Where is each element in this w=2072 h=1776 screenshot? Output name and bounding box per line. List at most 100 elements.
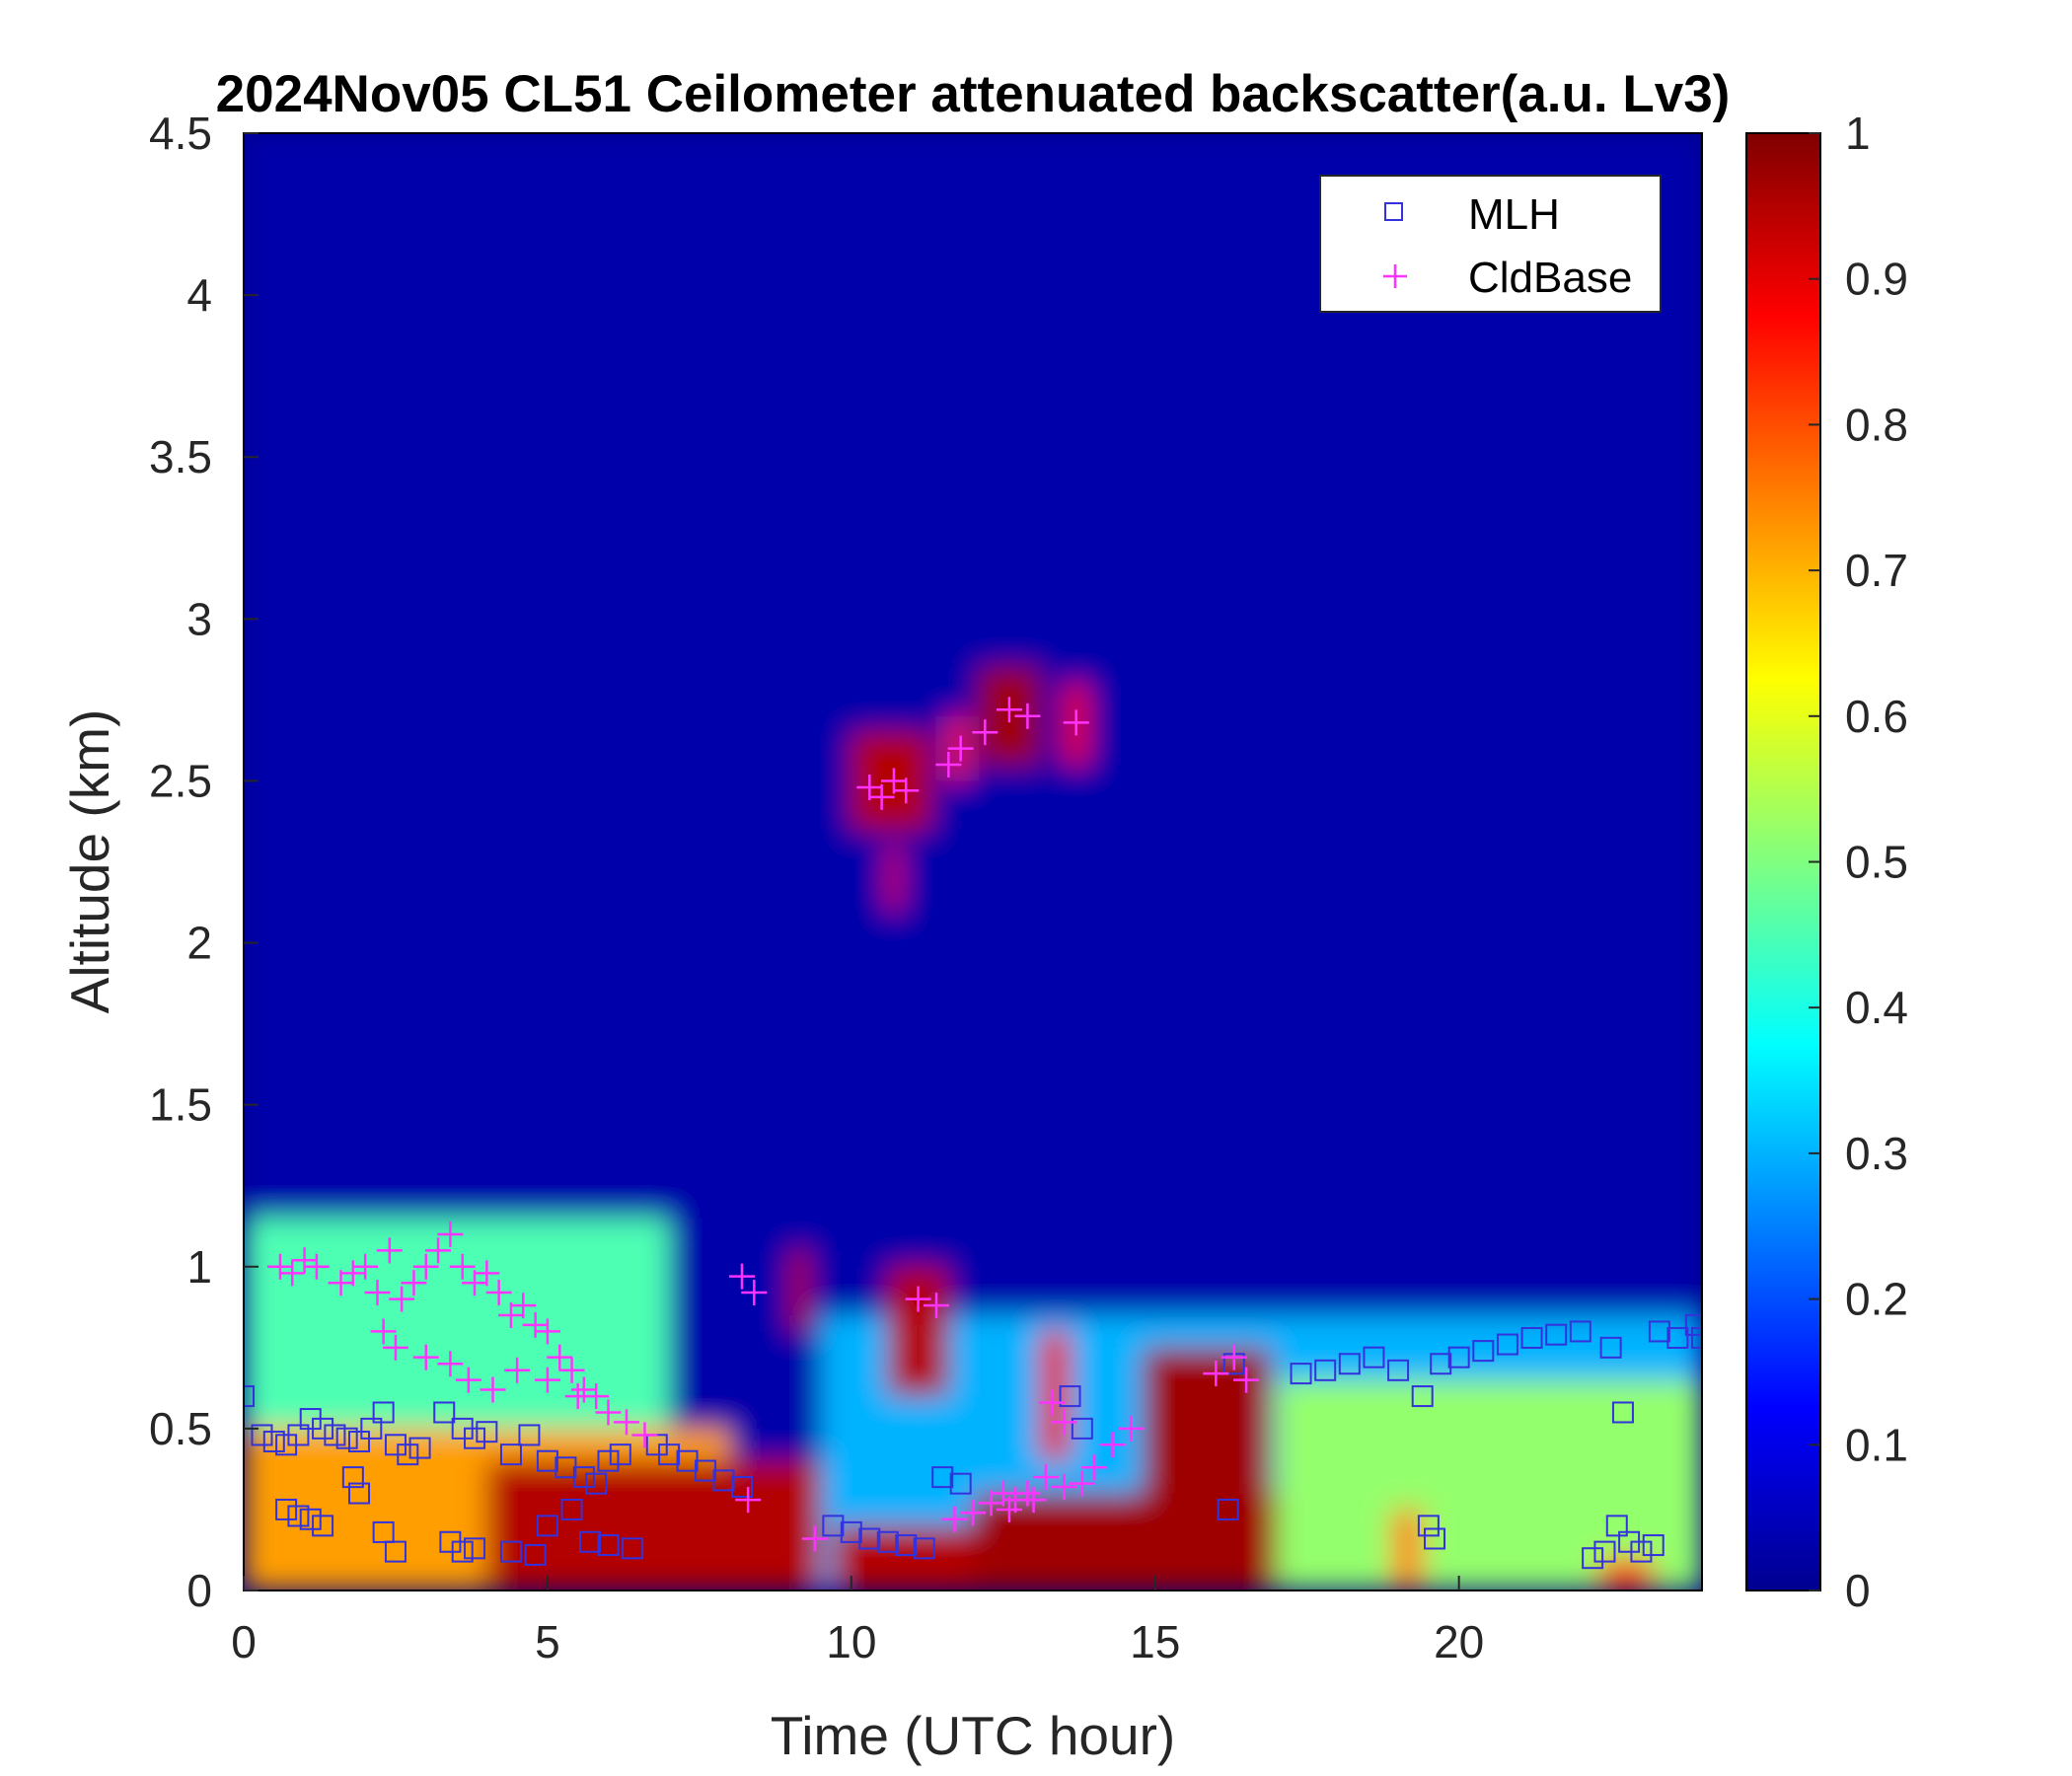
backscatter-heatmap (244, 133, 1702, 1591)
mlh-point (499, 1443, 522, 1466)
cldbase-point (741, 1280, 768, 1306)
mlh-point (397, 1443, 419, 1466)
mlh-point (1611, 1401, 1634, 1424)
cldbase-point (291, 1247, 318, 1274)
cldbase-point (1081, 1454, 1108, 1481)
mlh-point (464, 1537, 486, 1560)
cldbase-point (558, 1357, 585, 1383)
mlh-point (408, 1437, 431, 1459)
cldbase-point (570, 1376, 597, 1403)
legend-cldbase-marker (1383, 264, 1407, 288)
mlh-point (1666, 1326, 1689, 1349)
y-tick-label: 2 (186, 918, 212, 969)
mlh-point (464, 1427, 486, 1449)
cldbase-point (1233, 1367, 1260, 1393)
mlh-point (1496, 1333, 1518, 1356)
mlh-point (1472, 1340, 1495, 1363)
mlh-point (536, 1515, 558, 1537)
mlh-point (1430, 1353, 1452, 1375)
cldbase-point (960, 1500, 986, 1526)
y-tick-label: 3 (186, 593, 212, 644)
cldbase-point (996, 1496, 1022, 1522)
mlh-point (822, 1515, 845, 1537)
heatmap-region (790, 1250, 809, 1332)
mlh-point (895, 1534, 918, 1557)
mlh-point (287, 1505, 310, 1527)
mlh-point (1582, 1547, 1604, 1570)
mlh-point (287, 1424, 310, 1446)
cldbase-point (947, 735, 974, 762)
cldbase-markers (266, 697, 1260, 1552)
heatmap-region (486, 1460, 822, 1591)
mlh-point (384, 1540, 407, 1563)
cldbase-point (401, 1270, 427, 1296)
legend-box (1319, 175, 1662, 313)
plot-frame (243, 132, 1703, 1591)
cldbase-point (534, 1367, 560, 1393)
mlh-point (1338, 1353, 1361, 1375)
x-tick-label: 15 (1130, 1616, 1180, 1667)
mlh-point (1691, 1326, 1702, 1349)
colorbar-tick-label: 0 (1845, 1565, 1871, 1616)
cldbase-point (547, 1344, 573, 1370)
mlh-point (1545, 1323, 1568, 1346)
cldbase-point (1039, 1389, 1066, 1416)
cldbase-point (868, 783, 895, 810)
x-tick-label: 10 (826, 1616, 876, 1667)
cldbase-point (534, 1318, 560, 1345)
cldbase-point (1063, 709, 1089, 736)
colorbar-tick-label: 0.4 (1845, 982, 1908, 1033)
legend: MLH CldBase (1319, 175, 1662, 313)
colorbar-tick-label: 0.1 (1845, 1419, 1908, 1470)
heatmap-region (1391, 1509, 1423, 1591)
mlh-point (609, 1443, 631, 1466)
mlh-point (518, 1424, 541, 1446)
heatmap-region (887, 846, 901, 911)
cldbase-point (455, 1367, 481, 1393)
colorbar-tick-label: 0.5 (1845, 837, 1908, 888)
mlh-point (840, 1520, 862, 1543)
mlh-point (262, 1431, 285, 1453)
plot-area (243, 132, 1703, 1591)
mlh-point (1387, 1359, 1410, 1381)
heatmap-region (1598, 1558, 1654, 1591)
cldbase-point (935, 752, 962, 778)
cldbase-point (370, 1318, 397, 1345)
mlh-point (1569, 1320, 1591, 1343)
y-tick-label: 0 (186, 1565, 212, 1616)
colorbar-tick-label: 0.6 (1845, 691, 1908, 742)
colorbar-tick-label: 0.8 (1845, 399, 1908, 450)
mlh-point (1630, 1540, 1653, 1563)
mlh-point (299, 1508, 322, 1530)
mlh-point (949, 1472, 972, 1495)
y-tick-label: 4 (186, 269, 212, 321)
cldbase-point (613, 1409, 639, 1436)
cldbase-point (1051, 1473, 1077, 1500)
colorbar-tick-label: 1 (1845, 108, 1871, 159)
cldbase-point (389, 1286, 415, 1312)
colorbar-tick-label: 0.9 (1845, 254, 1908, 305)
mlh-point (244, 1385, 255, 1408)
legend-mlh-label: MLH (1468, 190, 1560, 239)
mlh-point (931, 1466, 954, 1489)
mlh-point (1642, 1534, 1665, 1557)
cldbase-point (1014, 703, 1041, 729)
mlh-point (536, 1449, 558, 1472)
cldbase-point (1069, 1470, 1095, 1497)
x-tick-label: 5 (535, 1616, 560, 1667)
cldbase-point (1014, 1480, 1041, 1507)
mlh-point (1417, 1515, 1440, 1537)
cldbase-point (504, 1357, 531, 1383)
cldbase-point (924, 1293, 950, 1319)
y-tick-label: 3.5 (149, 431, 212, 482)
cldbase-point (412, 1253, 439, 1280)
legend-cldbase-label: CldBase (1468, 254, 1632, 302)
y-tick-label: 4.5 (149, 108, 212, 159)
mlh-point (597, 1449, 620, 1472)
mlh-point (1290, 1363, 1312, 1385)
cldbase-point (1032, 1464, 1059, 1491)
cldbase-point (364, 1280, 391, 1306)
cldbase-point (1099, 1432, 1126, 1458)
cldbase-point (382, 1334, 408, 1361)
